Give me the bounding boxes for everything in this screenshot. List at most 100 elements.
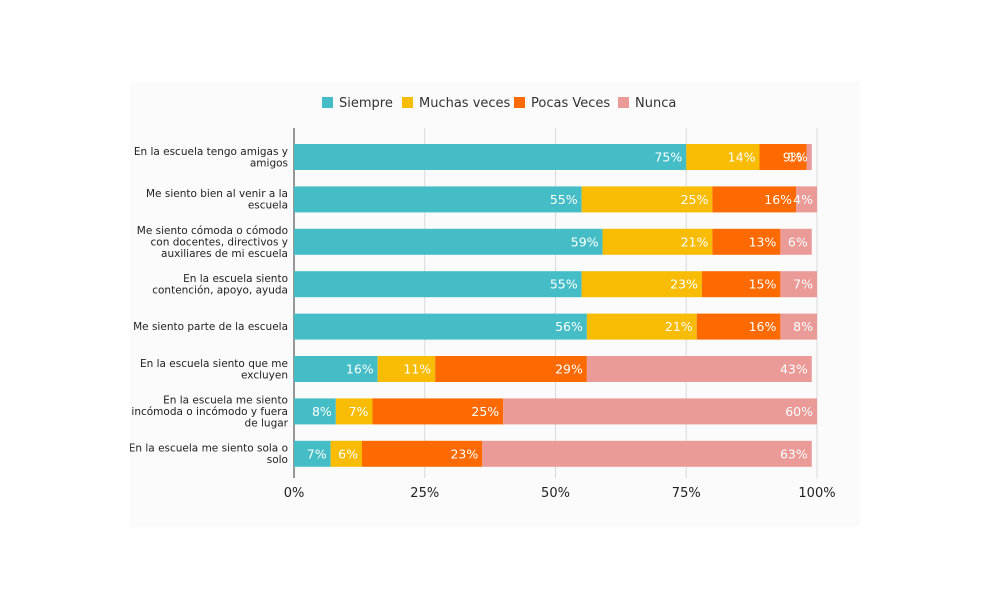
data-label: 1% — [788, 150, 808, 165]
category-label-line: de lugar — [245, 417, 289, 429]
data-label: 13% — [749, 234, 777, 249]
bar-segment — [581, 186, 713, 213]
data-label: 15% — [749, 277, 777, 292]
bar-segment — [435, 356, 587, 382]
bar-segment — [759, 144, 807, 170]
category-label: Me siento bien al venir a la escuela — [146, 188, 288, 212]
category-label-line: escuela — [248, 200, 288, 212]
category-label-line: Me siento parte de la escuela — [133, 321, 288, 333]
bar-segment — [602, 228, 713, 255]
x-tick-label: 100% — [798, 486, 835, 501]
data-label: 6% — [788, 234, 808, 249]
data-label: 43% — [780, 362, 808, 377]
legend-swatch — [322, 97, 333, 108]
bar-segment — [294, 440, 331, 467]
data-label: 56% — [555, 319, 583, 334]
bar-segment — [503, 398, 817, 425]
data-label: 75% — [654, 150, 682, 165]
bar-segment — [586, 356, 812, 382]
bar-segment — [780, 313, 817, 340]
category-label-line: excluyen — [241, 369, 288, 381]
data-label: 21% — [665, 319, 693, 334]
data-label: 16% — [749, 319, 777, 334]
bar-segment — [701, 271, 781, 298]
data-label: 29% — [555, 362, 583, 377]
category-label: En la escuela siento que me excluyen — [140, 358, 288, 382]
x-axis-ticks: 0% 25% 50% 75% 100% — [284, 486, 836, 501]
data-label: 16% — [346, 362, 374, 377]
bar-segment — [294, 398, 336, 425]
data-label: 23% — [670, 277, 698, 292]
data-label: 25% — [681, 192, 709, 207]
legend: Siempre Muchas veces Pocas Veces Nunca — [322, 96, 676, 111]
bar-segment — [482, 440, 812, 467]
bar-segment — [294, 356, 378, 382]
grid — [293, 128, 818, 478]
category-label-line: incómoda o incómodo y fuera — [131, 406, 288, 418]
x-tick-label: 50% — [541, 486, 570, 501]
category-label: Me siento parte de la escuela — [133, 321, 288, 333]
bar-segment — [372, 398, 504, 425]
x-tick-label: 0% — [284, 486, 305, 501]
bars: 75% 14% 9%1%55% 25% 16% 4%59% 21% 13% 6%55% 23% 15… — [294, 144, 817, 467]
bar-segment — [686, 144, 760, 170]
bar-segment — [377, 356, 436, 382]
data-label: 7% — [307, 446, 327, 461]
legend-swatch — [514, 97, 525, 108]
data-label: 7% — [349, 404, 369, 419]
category-label: Me siento cómoda o cómodo con docentes, d… — [137, 225, 288, 260]
category-labels: En la escuela tengo amigas y amigos Me sie… — [130, 146, 289, 466]
bar-segment — [796, 186, 817, 213]
bar-segment — [335, 398, 373, 425]
x-tick-label: 25% — [410, 486, 439, 501]
data-label: 55% — [550, 192, 578, 207]
legend-swatch — [402, 97, 413, 108]
data-label: 25% — [471, 404, 499, 419]
data-label: 8% — [312, 404, 332, 419]
data-label: 14% — [728, 150, 756, 165]
bar-segment — [696, 313, 781, 340]
data-label: 6% — [338, 446, 358, 461]
legend-label: Siempre — [339, 96, 393, 111]
bar-segment — [294, 228, 603, 255]
data-label: 4% — [793, 192, 813, 207]
bar-segment — [586, 313, 697, 340]
data-label: 21% — [681, 234, 709, 249]
category-label-line: En la escuela tengo amigas y — [134, 146, 288, 158]
bar-segment — [712, 228, 781, 255]
category-label: En la escuela me siento sola o solo — [130, 443, 288, 467]
category-label-line: contención, apoyo, ayuda — [152, 284, 288, 296]
data-label: 23% — [450, 446, 478, 461]
legend-label: Pocas Veces — [531, 96, 610, 111]
category-label-line: Me siento bien al venir a la — [146, 188, 288, 200]
bar-segment — [806, 144, 812, 170]
bar-segment — [712, 186, 797, 213]
category-label-line: En la escuela siento — [183, 273, 288, 285]
category-label-line: amigos — [250, 157, 288, 169]
bar-segment — [581, 271, 702, 298]
data-label: 7% — [793, 277, 813, 292]
bar-segment — [294, 271, 582, 298]
category-label-line: solo — [267, 454, 288, 466]
category-label: En la escuela tengo amigas y amigos — [134, 146, 288, 170]
legend-swatch — [618, 97, 629, 108]
bar-segment — [294, 313, 587, 340]
data-label: 9% — [783, 150, 803, 165]
legend-label: Muchas veces — [419, 96, 511, 111]
category-label-line: En la escuela me siento — [163, 394, 288, 406]
x-tick-label: 75% — [672, 486, 701, 501]
bar-segment — [780, 271, 817, 298]
bar-segment — [330, 440, 362, 467]
stacked-bar-chart: Siempre Muchas veces Pocas Veces Nunca 75% 1… — [130, 96, 836, 501]
data-label: 55% — [550, 277, 578, 292]
category-label-line: En la escuela siento que me — [140, 358, 288, 370]
bar-segment — [294, 144, 687, 170]
data-label: 11% — [403, 362, 431, 377]
data-label: 59% — [571, 234, 599, 249]
data-label: 16% — [764, 192, 792, 207]
data-label: 60% — [785, 404, 813, 419]
legend-label: Nunca — [635, 96, 676, 111]
category-label: En la escuela me siento incómoda o incómo… — [131, 394, 288, 429]
data-label: 8% — [793, 319, 813, 334]
category-label: En la escuela siento contención, apoyo, a… — [152, 273, 288, 297]
